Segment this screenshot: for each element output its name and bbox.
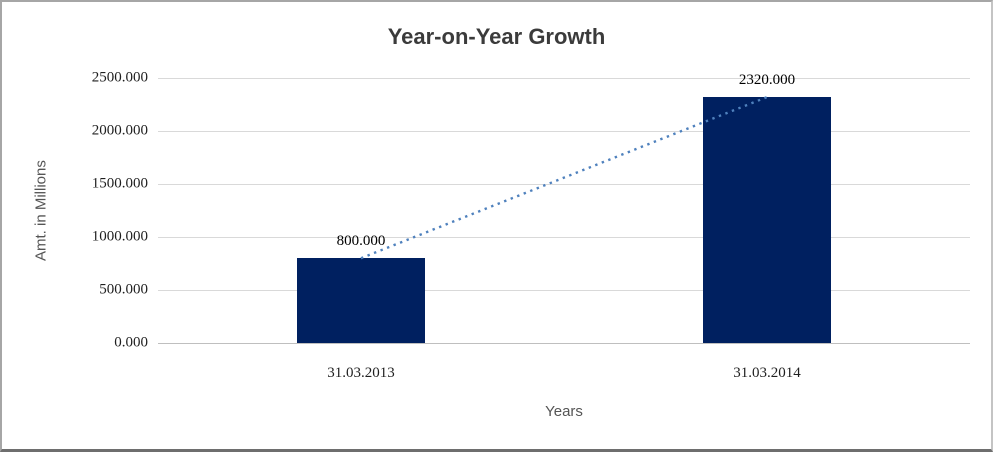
plot-area: Years 0.000 500.000 1000.000 1500.000 2000.0… <box>92 70 970 420</box>
y-tick-label: 500.000 <box>99 281 148 298</box>
y-tick-label: 1500.000 <box>91 175 148 192</box>
bar-31.03.2014 <box>703 97 831 343</box>
gridline <box>158 77 970 79</box>
y-tick-label: 1000.000 <box>91 228 148 245</box>
x-axis-line <box>158 342 970 344</box>
gridline <box>158 289 970 291</box>
gridline <box>158 183 970 185</box>
bar-data-label: 2320.000 <box>738 72 796 89</box>
trendline <box>360 95 768 260</box>
y-tick-label: 2500.000 <box>91 69 148 86</box>
bar-data-label: 800.000 <box>336 233 386 250</box>
chart-title: Year-on-Year Growth <box>387 24 606 49</box>
x-tick-label: 31.03.2014 <box>733 365 801 381</box>
gridline <box>158 130 970 132</box>
gridline <box>158 236 970 238</box>
bar-31.03.2013 <box>297 258 425 343</box>
y-tick-label: 0.000 <box>114 334 148 351</box>
x-tick-label: 31.03.2013 <box>327 365 395 381</box>
y-tick-label: 2000.000 <box>91 122 148 139</box>
x-axis-title: Years <box>545 403 583 420</box>
y-axis-title: Amt. in Millions <box>32 160 50 261</box>
